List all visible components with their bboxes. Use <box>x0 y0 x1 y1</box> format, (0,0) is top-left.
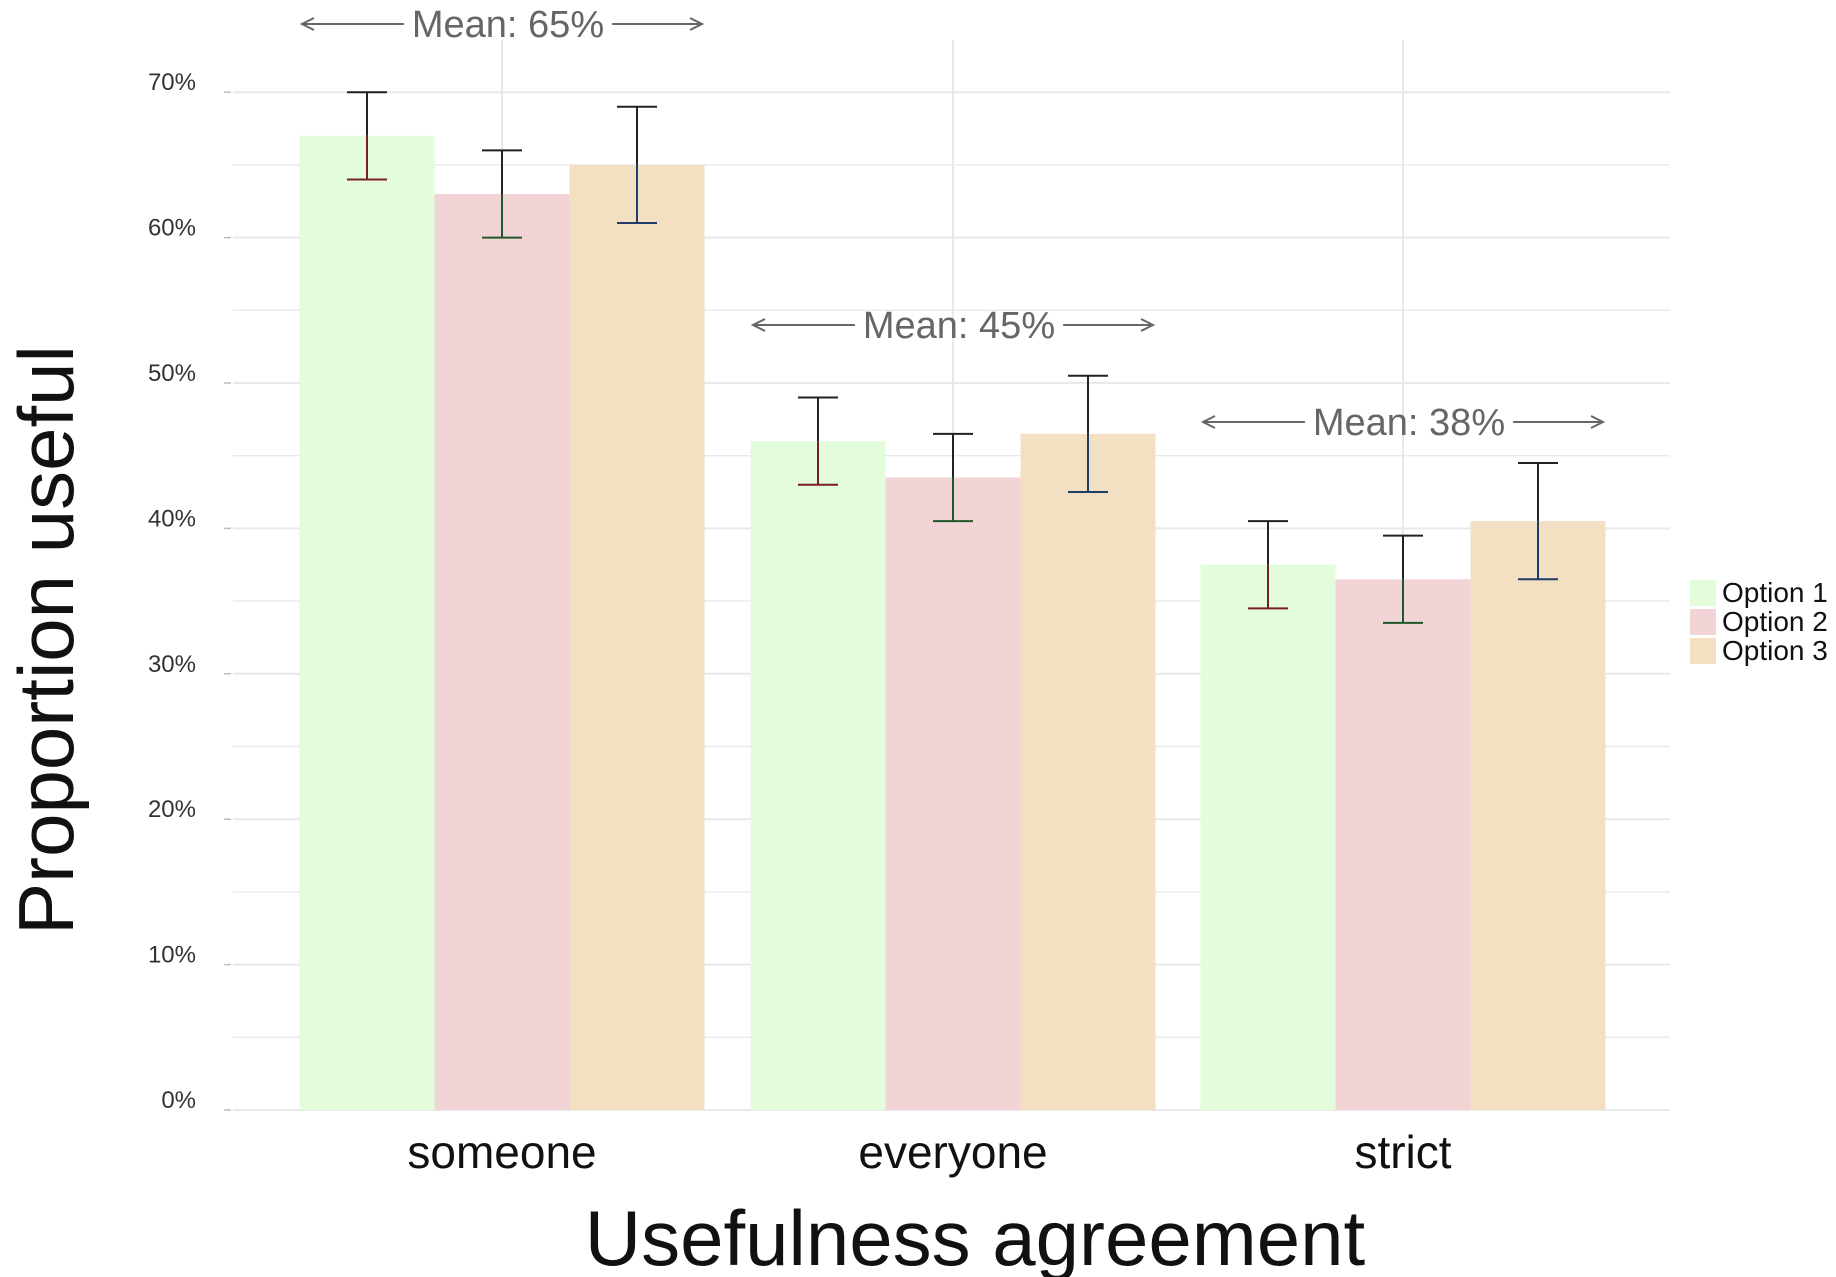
y-tick-label: 40% <box>148 505 196 532</box>
legend-label: Option 1 <box>1722 577 1828 608</box>
x-axis-title: Usefulness agreement <box>585 1194 1366 1277</box>
y-tick-label: 50% <box>148 360 196 387</box>
bar <box>1200 564 1336 1110</box>
mean-arrow-left-head <box>750 318 766 332</box>
bar <box>569 164 705 1110</box>
legend-swatch <box>1690 638 1716 664</box>
y-axis-title: Proportion useful <box>2 345 90 935</box>
bar <box>1335 579 1471 1110</box>
y-tick-label: 20% <box>148 796 196 823</box>
legend-swatch <box>1690 609 1716 635</box>
x-category-label: someone <box>407 1126 596 1178</box>
bar <box>885 477 1021 1110</box>
mean-arrow-right-head <box>1140 318 1156 332</box>
bar <box>1020 433 1156 1110</box>
legend-swatch <box>1690 580 1716 606</box>
y-tick-label: 60% <box>148 215 196 242</box>
y-tick-label: 10% <box>148 942 196 969</box>
mean-arrow-left-head <box>1200 415 1216 429</box>
x-category-label: everyone <box>858 1126 1047 1178</box>
mean-annotation: Mean: 38% <box>1313 402 1505 444</box>
mean-arrow-left-head <box>299 17 315 31</box>
mean-annotation: Mean: 45% <box>863 305 1055 347</box>
mean-annotation: Mean: 65% <box>412 4 604 46</box>
y-tick-label: 0% <box>161 1087 196 1114</box>
mean-arrow-right-head <box>689 17 705 31</box>
bar <box>434 193 570 1111</box>
legend-label: Option 2 <box>1722 606 1828 637</box>
mean-arrow-right-head <box>1590 415 1606 429</box>
y-tick-label: 30% <box>148 651 196 678</box>
bar <box>1470 521 1606 1110</box>
bar <box>299 135 435 1110</box>
bar <box>750 441 886 1110</box>
y-tick-label: 70% <box>148 69 196 96</box>
legend-label: Option 3 <box>1722 635 1828 666</box>
x-category-label: strict <box>1354 1126 1451 1178</box>
